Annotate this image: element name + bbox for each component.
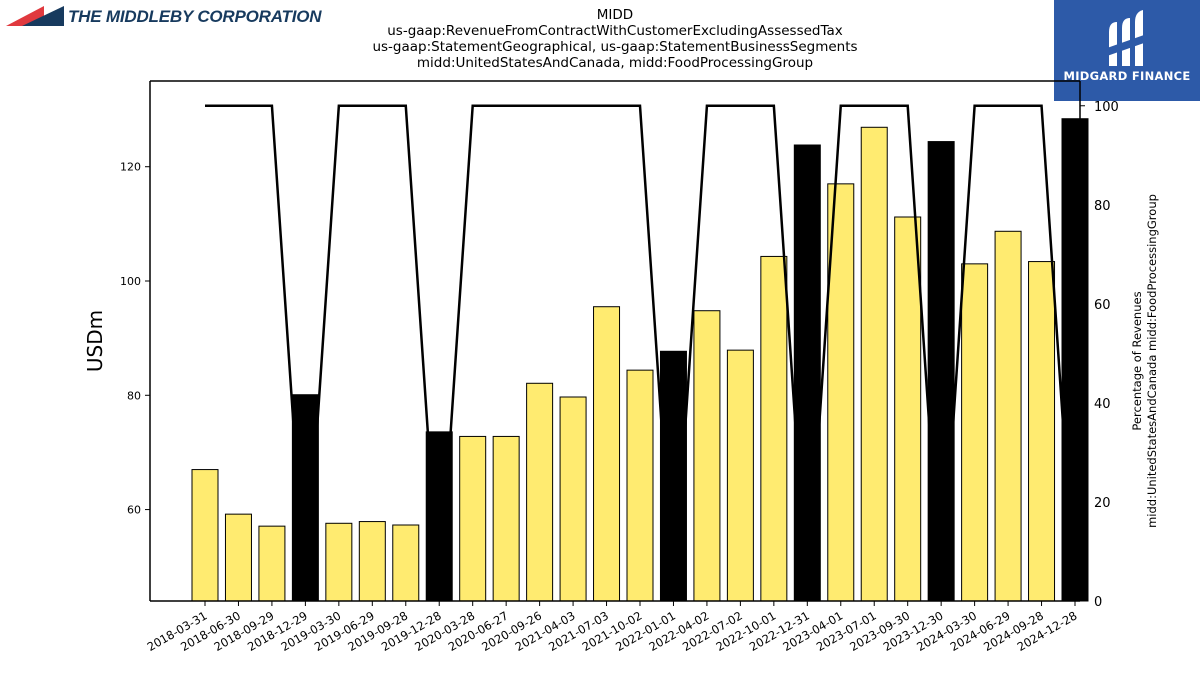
- company-logo: THE MIDDLEBY CORPORATION: [6, 4, 322, 30]
- bar-2018-12-29: [291, 394, 319, 602]
- brand-logo-mark-icon: [1107, 10, 1147, 66]
- y2-tick-label: 0: [1094, 595, 1102, 610]
- y-tick-label: 100: [120, 275, 141, 288]
- bar-2021-04-03: [559, 396, 587, 602]
- y2-tick-label: 60: [1094, 298, 1111, 313]
- bar-2023-07-01: [860, 126, 888, 602]
- bar-2020-03-28: [459, 435, 487, 602]
- bar-2020-09-26: [526, 382, 554, 602]
- y2-axis-label-line2: midd:UnitedStatesAndCanada midd:FoodProc…: [1145, 194, 1159, 528]
- bar-2023-04-01: [827, 183, 855, 602]
- y2-tick-label: 80: [1094, 199, 1111, 214]
- bar-2022-10-01: [760, 255, 788, 602]
- brand-logo: MIDGARD FINANCE: [1054, 0, 1200, 101]
- y2-tick-label: 20: [1094, 496, 1111, 511]
- chart-subtitle-concept: us-gaap:RevenueFromContractWithCustomerE…: [387, 23, 843, 39]
- y-axis-label: USDm: [83, 310, 107, 372]
- bar-2023-09-30: [894, 216, 922, 602]
- bar-2023-12-30: [927, 141, 955, 602]
- chart-title-block: MIDD us-gaap:RevenueFromContractWithCust…: [330, 7, 900, 71]
- company-logo-mark-icon: [6, 6, 64, 26]
- bar-2019-03-30: [325, 522, 353, 602]
- bar-2018-09-29: [258, 525, 286, 602]
- bar-2024-12-28: [1061, 118, 1089, 602]
- y2-axis-label-line1: Percentage of Revenues: [1130, 291, 1144, 430]
- bar-2022-04-02: [693, 310, 721, 602]
- y2-tick-label: 40: [1094, 397, 1111, 412]
- percentage-line: [205, 104, 1077, 602]
- chart-subtitle-members: midd:UnitedStatesAndCanada, midd:FoodPro…: [416, 55, 814, 71]
- bar-2019-06-29: [358, 521, 386, 602]
- y-tick-label: 80: [127, 389, 141, 402]
- bar-2018-03-31: [191, 469, 219, 602]
- bar-2020-06-27: [492, 435, 520, 602]
- chart-subtitle-axes: us-gaap:StatementGeographical, us-gaap:S…: [372, 39, 858, 55]
- bar-2022-12-31: [793, 144, 821, 602]
- company-logo-text: THE MIDDLEBY CORPORATION: [68, 7, 322, 26]
- bar-2018-06-30: [224, 513, 252, 602]
- y2-tick-label: 100: [1094, 100, 1119, 115]
- bar-2024-09-28: [1028, 261, 1056, 602]
- bar-2024-06-29: [994, 230, 1022, 602]
- bar-2021-07-03: [593, 306, 621, 602]
- y-tick-label: 60: [127, 504, 141, 517]
- bar-2022-07-02: [726, 349, 754, 602]
- bar-2021-10-02: [626, 369, 654, 602]
- bar-2019-09-28: [392, 524, 420, 602]
- y-tick-label: 120: [120, 161, 141, 174]
- bar-2024-03-30: [961, 263, 989, 602]
- brand-logo-text: MIDGARD FINANCE: [1063, 69, 1191, 83]
- chart-title: MIDD: [596, 7, 634, 23]
